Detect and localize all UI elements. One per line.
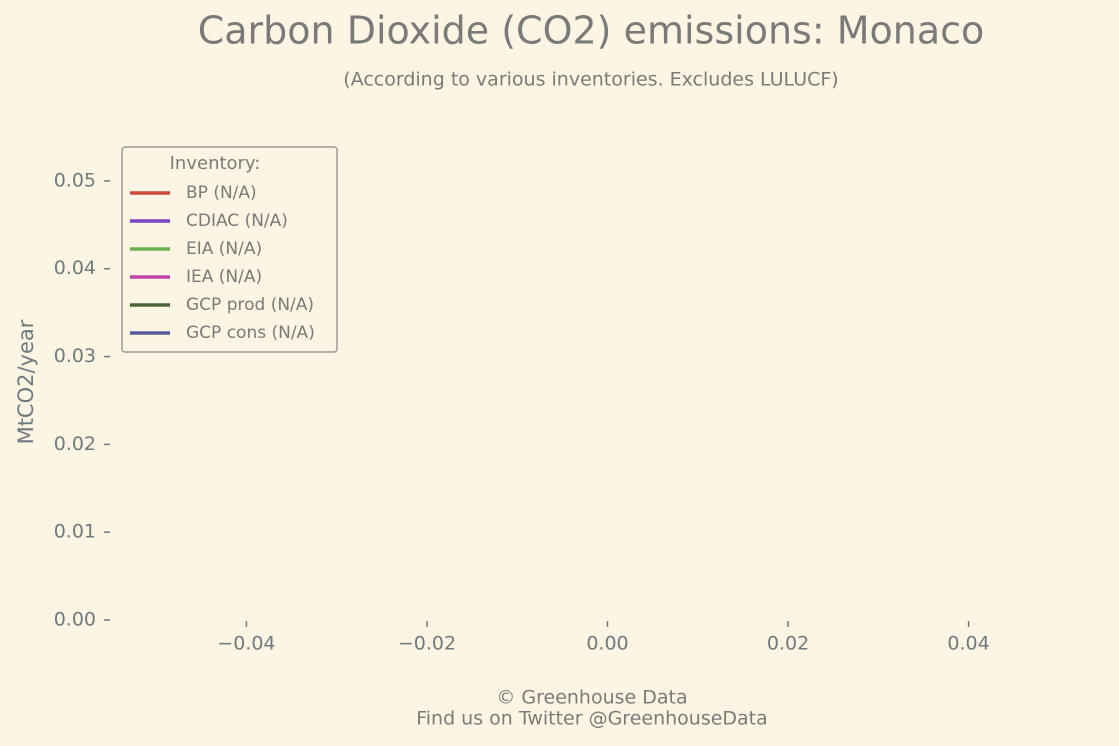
y-tick-label: 0.01	[54, 521, 96, 543]
y-tick-label: 0.02	[54, 433, 96, 455]
legend-box	[121, 146, 338, 353]
x-tick-label: 0.00	[586, 633, 628, 655]
legend-label: GCP prod (N/A)	[186, 295, 314, 315]
legend-label: CDIAC (N/A)	[186, 211, 288, 231]
x-tick-label: −0.04	[217, 633, 275, 655]
x-tick-label: −0.02	[398, 633, 456, 655]
footer-twitter: Find us on Twitter @GreenhouseData	[416, 708, 768, 730]
y-tick-label: 0.05	[54, 169, 96, 191]
y-axis-label: MtCO2/year	[14, 319, 38, 444]
legend-label: IEA (N/A)	[186, 267, 262, 287]
legend-title: Inventory:	[170, 153, 261, 174]
chart-title: Carbon Dioxide (CO2) emissions: Monaco	[198, 9, 985, 53]
legend-label: EIA (N/A)	[186, 239, 262, 259]
x-tick-label: 0.04	[947, 633, 989, 655]
legend-label: BP (N/A)	[186, 183, 257, 203]
chart-subtitle: (According to various inventories. Exclu…	[343, 69, 838, 91]
y-tick-label: 0.03	[54, 345, 96, 367]
footer-credit: © Greenhouse Data	[496, 687, 687, 709]
legend-label: GCP cons (N/A)	[186, 323, 315, 343]
y-tick-label: 0.00	[54, 609, 96, 631]
y-tick-label: 0.04	[54, 257, 96, 279]
x-tick-label: 0.02	[767, 633, 809, 655]
